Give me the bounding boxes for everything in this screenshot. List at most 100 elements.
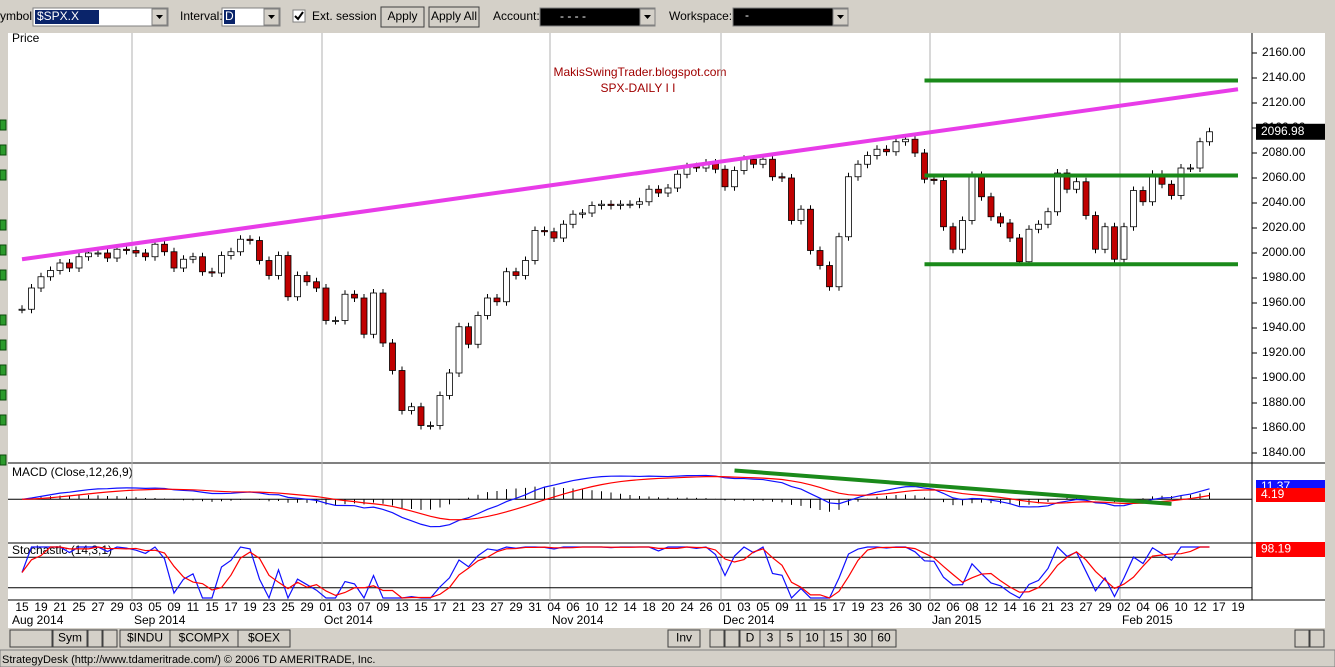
x-tick-label: 25 — [281, 600, 295, 614]
interval-tab-label: 15 — [829, 631, 843, 645]
strip-icon — [0, 339, 7, 351]
sym-tab[interactable] — [52, 629, 88, 648]
candle-body — [265, 260, 273, 276]
x-tick-label: 15 — [414, 600, 428, 614]
macd-trend-line — [734, 468, 1172, 506]
interval-tab-label: 30 — [853, 631, 867, 645]
x-tick-label: 30 — [908, 600, 922, 614]
candle-body — [1073, 181, 1080, 190]
dropdown-arrow — [837, 15, 844, 19]
inv-tab[interactable] — [667, 629, 701, 648]
dropdown-arrow — [644, 15, 651, 19]
month-label: Sep 2014 — [134, 613, 186, 627]
macd-badge — [1256, 488, 1325, 502]
symbol-value: $SPX.X — [37, 9, 79, 23]
scroll-left[interactable] — [87, 629, 103, 648]
candle-body — [997, 216, 1004, 224]
inv-tab-label: Inv — [676, 631, 692, 645]
month-label: Jan 2015 — [932, 613, 982, 627]
candle-body — [522, 260, 529, 276]
candle-body — [835, 236, 843, 288]
x-tick-label: 09 — [376, 600, 390, 614]
candle-body — [275, 255, 282, 276]
candle-body — [142, 252, 149, 258]
x-tick-label: 06 — [1155, 600, 1169, 614]
candle-body — [626, 203, 634, 206]
candle-body — [968, 175, 976, 221]
y-tick-label: 2000.00 — [1262, 245, 1306, 259]
candle-body — [1044, 211, 1052, 225]
candle-body — [873, 148, 881, 156]
candle-body — [113, 248, 121, 259]
candle-body — [474, 315, 482, 345]
candle-body — [569, 213, 577, 225]
account-label: Account: — [493, 9, 540, 23]
interval-tab[interactable] — [871, 629, 897, 648]
x-tick-label: 11 — [187, 600, 200, 614]
x-tick-label: 21 — [1041, 600, 1055, 614]
candle-body — [199, 256, 206, 273]
candle-body — [1025, 228, 1033, 263]
scroll-right[interactable] — [1309, 629, 1325, 648]
candle-body — [864, 155, 871, 165]
scroll-left[interactable] — [709, 629, 725, 648]
interval-tab-label: 10 — [805, 631, 819, 645]
last-price-badge — [1256, 123, 1325, 140]
x-tick-label: 27 — [91, 600, 105, 614]
y-tick-label: 2080.00 — [1262, 145, 1306, 159]
scroll-left[interactable] — [1294, 629, 1310, 648]
x-tick-label: 02 — [927, 600, 941, 614]
interval-tab-label: D — [746, 631, 755, 645]
symbol-tab-label: $COMPX — [179, 631, 230, 645]
right-scrollbar[interactable] — [1325, 33, 1335, 628]
candle-body — [94, 252, 102, 255]
candle-body — [987, 196, 995, 218]
x-tick-label: 04 — [547, 600, 561, 614]
scroll-right[interactable] — [724, 629, 740, 648]
y-tick-label: 1940.00 — [1262, 320, 1306, 334]
candle-body — [911, 138, 919, 154]
symbol-tab[interactable] — [237, 629, 291, 648]
candle-body — [560, 223, 567, 239]
trend-line — [21, 87, 1239, 262]
apply-all-button[interactable] — [428, 6, 480, 28]
x-tick-label: 19 — [851, 600, 865, 614]
scroll-button[interactable] — [9, 629, 53, 648]
candle-body — [541, 230, 548, 233]
interval-tab-label: 5 — [787, 631, 794, 645]
candle-body — [284, 255, 292, 298]
strip-icon — [0, 119, 7, 131]
candle-body — [1054, 172, 1061, 213]
watermark: SPX-DAILY I I — [601, 81, 676, 95]
x-tick-label: 10 — [585, 600, 599, 614]
candle-body — [294, 275, 301, 298]
y-tick-label: 1880.00 — [1262, 395, 1306, 409]
candle-body — [151, 243, 159, 258]
month-label: Feb 2015 — [1122, 613, 1173, 627]
candle-body — [28, 287, 35, 310]
x-tick-label: 27 — [490, 600, 504, 614]
candle-body — [189, 256, 197, 260]
status-bar — [0, 649, 1335, 667]
candle-body — [303, 275, 311, 283]
account-select[interactable] — [539, 7, 656, 27]
candle-body — [436, 395, 444, 426]
candle-body — [104, 252, 111, 259]
candle-body — [56, 262, 64, 271]
x-tick-label: 21 — [53, 600, 67, 614]
candle-body — [503, 271, 510, 303]
candle-body — [360, 297, 368, 335]
candle-body — [655, 188, 662, 194]
macd-badge-label: 4.19 — [1261, 487, 1285, 501]
y-tick-label: 2020.00 — [1262, 220, 1306, 234]
candle-body — [1016, 237, 1023, 263]
workspace-select[interactable] — [732, 7, 849, 27]
x-tick-label: 17 — [433, 600, 447, 614]
candle-body — [579, 212, 586, 215]
x-tick-label: 12 — [604, 600, 618, 614]
candle-body — [1092, 215, 1099, 250]
scroll-right[interactable] — [102, 629, 118, 648]
apply-button[interactable] — [380, 6, 425, 28]
candle-body — [47, 270, 54, 278]
